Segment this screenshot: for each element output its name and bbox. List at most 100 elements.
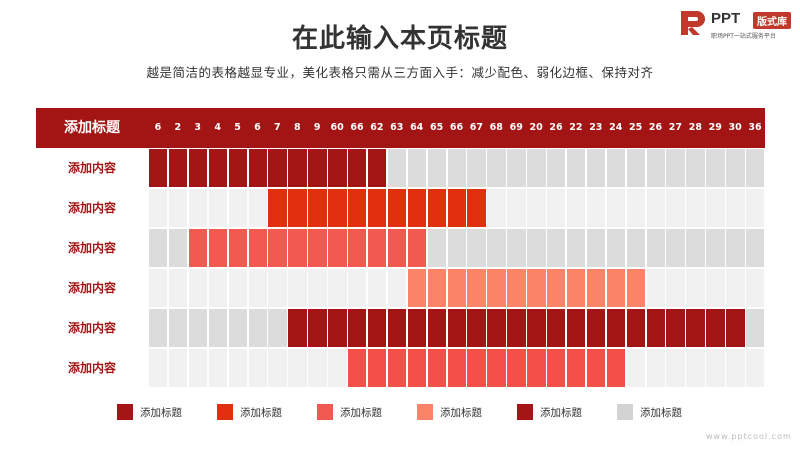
gantt-bar-cell <box>446 188 467 228</box>
empty-cell <box>585 148 607 188</box>
row-label: 添加内容 <box>67 241 116 255</box>
column-header: 26 <box>648 122 663 133</box>
empty-cell <box>327 268 348 308</box>
empty-cell <box>187 188 209 228</box>
gantt-bar-cell <box>605 268 627 308</box>
page-subtitle: 越是简洁的表格越显专业，美化表格只需从三方面入手：减少配色、弱化边框、保持对齐 <box>146 65 654 80</box>
empty-cell <box>187 308 209 348</box>
gantt-bar-cell <box>386 228 408 268</box>
gantt-bar-cell <box>625 268 647 308</box>
empty-cell <box>426 148 448 188</box>
gantt-bar-cell <box>227 228 248 268</box>
empty-cell <box>705 188 726 228</box>
legend-label: 添加标题 <box>140 407 182 419</box>
page-title: 在此输入本页标题 <box>291 24 508 54</box>
gantt-bar-cell <box>287 148 308 188</box>
gantt-bar-cell <box>327 308 348 348</box>
gantt-bar-cell <box>386 348 408 388</box>
gantt-bar-cell <box>466 188 487 228</box>
column-header: 3 <box>194 122 202 133</box>
empty-cell <box>347 268 368 308</box>
gantt-bar-cell <box>227 148 248 188</box>
empty-cell <box>506 188 527 228</box>
empty-cell <box>665 148 686 188</box>
empty-cell <box>167 188 189 228</box>
empty-cell <box>446 148 467 188</box>
column-header: 68 <box>489 122 503 133</box>
gantt-bar-cell <box>207 228 229 268</box>
gantt-bar-cell <box>506 308 527 348</box>
gantt-bar-cell <box>565 308 587 348</box>
empty-cell <box>585 188 607 228</box>
gantt-bar-cell <box>247 228 268 268</box>
gantt-bar-cell <box>645 308 666 348</box>
column-header: 7 <box>274 122 281 133</box>
gantt-bar-cell <box>406 228 428 268</box>
gantt-bar-cell <box>267 148 288 188</box>
empty-cell <box>426 228 448 268</box>
legend-swatch <box>317 404 333 420</box>
gantt-bar-cell <box>546 348 567 388</box>
gantt-bar-cell <box>307 228 328 268</box>
gantt-bar-cell <box>625 308 647 348</box>
empty-cell <box>725 228 746 268</box>
empty-cell <box>645 348 666 388</box>
empty-cell <box>148 348 169 388</box>
empty-cell <box>685 268 706 308</box>
logo-tagline: 职场PPT一站式服务平台 <box>711 33 776 40</box>
empty-cell <box>227 308 248 348</box>
column-header: 30 <box>728 122 742 133</box>
empty-cell <box>267 348 288 388</box>
empty-cell <box>466 228 487 268</box>
empty-cell <box>565 148 587 188</box>
empty-cell <box>167 308 189 348</box>
gantt-bar-cell <box>546 268 567 308</box>
gantt-bar-cell <box>605 348 627 388</box>
column-header: 25 <box>629 122 643 133</box>
empty-cell <box>247 268 268 308</box>
empty-cell <box>605 188 627 228</box>
logo-badge: 版式库 <box>753 12 791 29</box>
empty-cell <box>506 228 527 268</box>
empty-cell <box>506 148 527 188</box>
column-header: 62 <box>370 122 384 133</box>
empty-cell <box>167 348 189 388</box>
gantt-bar-cell <box>406 348 428 388</box>
empty-cell <box>625 228 647 268</box>
column-header: 5 <box>234 122 241 133</box>
gantt-bar-cell <box>307 148 328 188</box>
empty-cell <box>705 228 726 268</box>
empty-cell <box>526 188 547 228</box>
row-label: 添加内容 <box>67 321 116 335</box>
gantt-bar-cell <box>526 268 547 308</box>
empty-cell <box>148 308 169 348</box>
empty-cell <box>625 148 647 188</box>
empty-cell <box>645 228 666 268</box>
gantt-bar-cell <box>685 308 706 348</box>
legend-swatch <box>217 404 233 420</box>
gantt-bar-cell <box>386 188 408 228</box>
legend-label: 添加标题 <box>440 407 482 419</box>
empty-cell <box>486 228 507 268</box>
gantt-bar-cell <box>167 148 189 188</box>
empty-cell <box>227 268 248 308</box>
gantt-bar-cell <box>187 228 209 268</box>
gantt-bar-cell <box>426 308 448 348</box>
gantt-bar-cell <box>466 268 487 308</box>
column-header: 9 <box>313 122 321 133</box>
empty-cell <box>247 188 268 228</box>
legend-label: 添加标题 <box>240 407 282 419</box>
column-header: 6 <box>254 122 261 133</box>
gantt-bar-cell <box>187 148 209 188</box>
empty-cell <box>187 348 209 388</box>
column-header: 24 <box>609 122 623 133</box>
gantt-bar-cell <box>546 308 567 348</box>
empty-cell <box>745 308 766 348</box>
empty-cell <box>207 188 229 228</box>
empty-cell <box>148 268 169 308</box>
gantt-bar-cell <box>247 148 268 188</box>
gantt-bar-cell <box>327 148 348 188</box>
column-header: 66 <box>350 122 364 133</box>
empty-cell <box>526 148 547 188</box>
gantt-bar-cell <box>366 348 388 388</box>
